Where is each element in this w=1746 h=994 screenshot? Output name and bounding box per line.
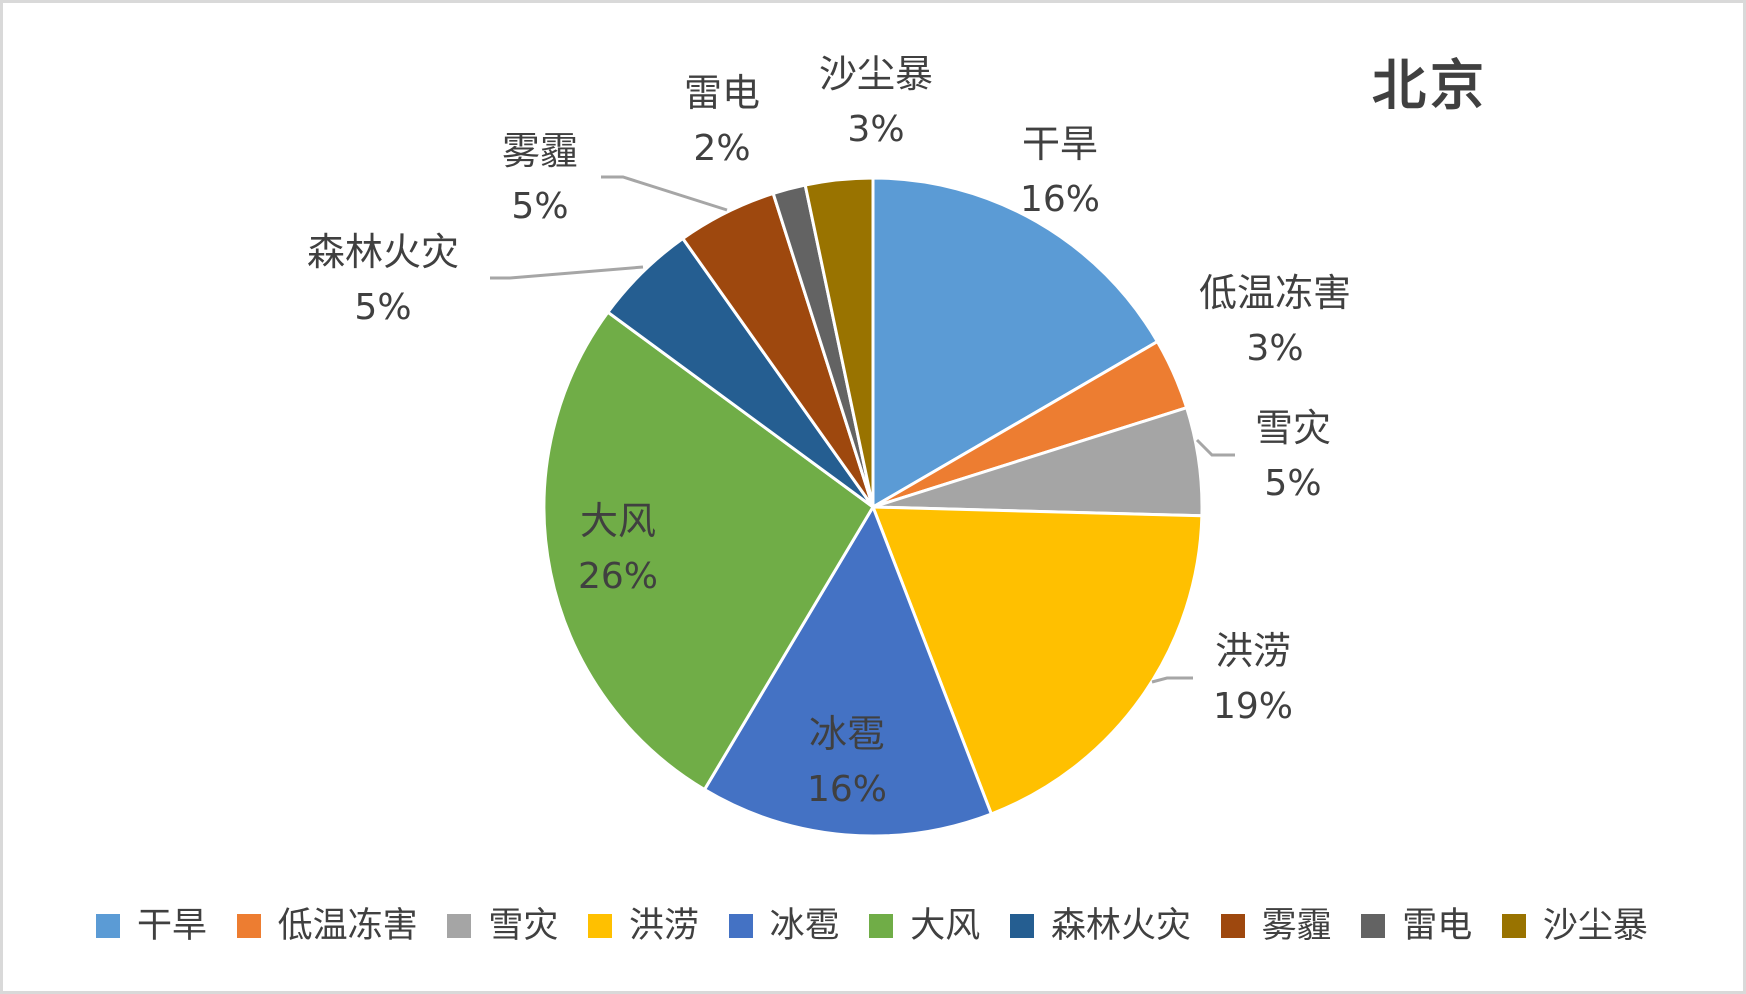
legend-label: 大风 bbox=[910, 906, 981, 946]
label-name: 干旱 bbox=[1021, 122, 1099, 166]
data-label-diwendonghai: 低温冻害 3% bbox=[1199, 273, 1351, 369]
legend-swatch bbox=[96, 914, 120, 938]
legend-swatch bbox=[1501, 914, 1526, 938]
data-label-wumai: 雾霾 5% bbox=[502, 131, 578, 227]
legend-item-shachenbao[interactable]: 沙尘暴 bbox=[1501, 906, 1648, 946]
label-percent: 26% bbox=[577, 556, 659, 597]
label-percent: 16% bbox=[806, 769, 888, 810]
legend-swatch bbox=[447, 914, 472, 938]
legend-label: 干旱 bbox=[137, 906, 208, 946]
legend-label: 雾霾 bbox=[1261, 906, 1332, 946]
label-percent: 5% bbox=[1264, 463, 1322, 504]
label-name: 沙尘暴 bbox=[818, 52, 934, 96]
chart-legend: 干旱 低温冻害 雪灾 洪涝 冰雹 大风 森林火灾 雾霾 雷电 沙尘暴 bbox=[96, 908, 1648, 944]
legend-swatch bbox=[1220, 914, 1245, 938]
label-name: 雪灾 bbox=[1254, 406, 1332, 450]
leader-line-honglao bbox=[1151, 676, 1193, 684]
legend-swatch bbox=[869, 914, 894, 938]
label-name: 洪涝 bbox=[1214, 629, 1292, 673]
legend-label: 雪灾 bbox=[488, 906, 559, 946]
label-percent: 3% bbox=[1246, 328, 1304, 369]
legend-item-diwendonghai[interactable]: 低温冻害 bbox=[236, 906, 418, 946]
legend-item-leidian[interactable]: 雷电 bbox=[1361, 908, 1472, 944]
leader-line-xuezai bbox=[1195, 438, 1235, 457]
label-percent: 19% bbox=[1212, 686, 1294, 727]
label-name: 雷电 bbox=[683, 71, 761, 115]
pie-slice-3[interactable] bbox=[871, 505, 1204, 816]
legend-label: 森林火灾 bbox=[1050, 906, 1191, 946]
chart-title: 北京 bbox=[1372, 53, 1488, 117]
pie-slices bbox=[542, 176, 1204, 838]
data-label-honglao: 洪涝 19% bbox=[1213, 631, 1293, 727]
legend-swatch bbox=[236, 914, 261, 938]
leader-lines bbox=[490, 175, 1235, 684]
legend-label: 低温冻害 bbox=[277, 906, 418, 946]
leader-line-senlinhuozai bbox=[490, 265, 644, 280]
label-name: 森林火灾 bbox=[306, 230, 460, 274]
pie-slice-4[interactable] bbox=[702, 505, 993, 838]
label-percent: 3% bbox=[847, 109, 905, 150]
legend-item-dafeng[interactable]: 大风 bbox=[869, 908, 980, 944]
legend-swatch bbox=[587, 914, 612, 938]
data-label-bingbao: 冰雹 16% bbox=[807, 714, 887, 810]
pie-slice-5[interactable] bbox=[542, 310, 875, 792]
data-label-dafeng: 大风 26% bbox=[578, 501, 658, 597]
legend-item-bingbao[interactable]: 冰雹 bbox=[728, 906, 840, 946]
label-percent: 2% bbox=[693, 128, 751, 169]
leader-line-wumai bbox=[601, 175, 728, 212]
label-name: 雾霾 bbox=[501, 129, 579, 173]
pie-slice-0[interactable] bbox=[871, 176, 1159, 509]
legend-item-wumai[interactable]: 雾霾 bbox=[1220, 906, 1332, 946]
legend-item-xuezai[interactable]: 雪灾 bbox=[447, 908, 558, 944]
data-label-leidian: 雷电 2% bbox=[684, 73, 760, 169]
label-name: 冰雹 bbox=[808, 712, 886, 756]
data-label-ganhan: 干旱 16% bbox=[1020, 124, 1100, 220]
label-percent: 5% bbox=[354, 287, 412, 328]
data-label-xuezai: 雪灾 5% bbox=[1255, 408, 1331, 504]
legend-item-senlinhuozai[interactable]: 森林火灾 bbox=[1009, 906, 1191, 946]
pie-slice-9[interactable] bbox=[803, 176, 875, 509]
legend-label: 雷电 bbox=[1402, 906, 1473, 946]
legend-label: 冰雹 bbox=[769, 906, 840, 946]
label-percent: 5% bbox=[511, 186, 569, 227]
legend-item-ganhan[interactable]: 干旱 bbox=[96, 908, 207, 944]
label-percent: 16% bbox=[1019, 179, 1101, 220]
label-name: 低温冻害 bbox=[1198, 271, 1352, 315]
legend-swatch bbox=[1361, 914, 1386, 938]
legend-swatch bbox=[1009, 914, 1034, 938]
data-label-senlinhuozai: 森林火灾 5% bbox=[307, 232, 459, 328]
data-label-shachenbao: 沙尘暴 3% bbox=[819, 54, 933, 150]
legend-swatch bbox=[728, 914, 753, 938]
label-name: 大风 bbox=[579, 499, 657, 543]
legend-label: 洪涝 bbox=[628, 906, 699, 946]
legend-item-honglao[interactable]: 洪涝 bbox=[587, 906, 699, 946]
legend-label: 沙尘暴 bbox=[1542, 906, 1648, 946]
